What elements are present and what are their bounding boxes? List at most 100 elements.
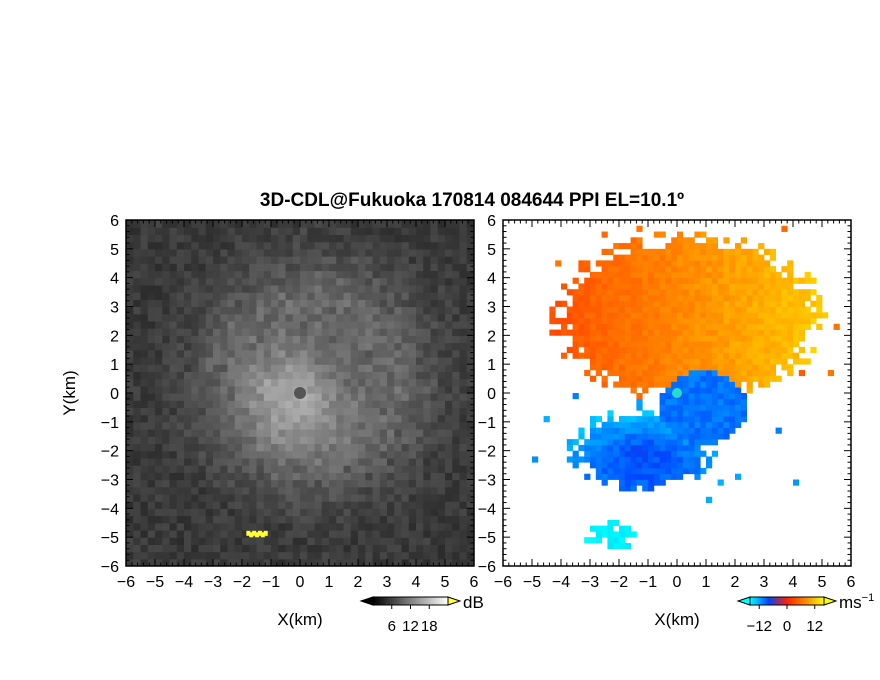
y-tick-label: 1 [487,357,496,374]
colorbar-swatch [374,597,378,605]
colorbar-swatch [433,597,436,605]
strong-target-cell [249,532,254,538]
y-tick-label: 3 [487,300,496,317]
colorbar-swatch [774,597,777,605]
colorbar-swatch [761,597,764,605]
x-tick-label: −3 [204,574,222,591]
colorbar-swatch [818,597,821,605]
colorbar-swatch [803,597,806,605]
y-tick-label: −2 [478,444,496,461]
y-tick-label: 0 [487,386,496,403]
colorbar-swatch [406,597,410,605]
y-tick-label: 3 [110,300,119,317]
colorbar-swatch [801,597,805,605]
colorbar-under-arrow [736,596,751,606]
colorbar-swatch [386,597,389,605]
colorbar-swatch [822,597,825,605]
colorbar-unit-ms: ms−1 [839,592,874,612]
reflectivity-panel: −6 −5 −4 −3 −2 −1 0 1 2 3 4 5 6 6 5 4 3 2 1 0 −1 −2 −3 −4 −5 −6 X(… [60,213,479,629]
colorbar-swatch [751,597,755,605]
colorbar-swatch [397,597,400,605]
y-tick-label: −1 [101,415,119,432]
y-tick-label: 6 [487,213,496,230]
x-tick-label: −4 [175,574,193,591]
colorbar-swatch [799,597,803,605]
x-tick-label: −6 [494,574,512,591]
colorbar-swatch [790,597,794,605]
x-tick-label: 4 [789,574,798,591]
colorbar-swatch [805,597,808,605]
x-tick-label: 6 [847,574,856,591]
colorbar-swatch [399,597,402,605]
tick-marks [502,219,852,567]
y-tick-label: −6 [478,559,496,576]
colorbar-swatch [431,597,434,605]
colorbar-swatch [416,597,419,605]
x-tick-label: 0 [296,574,305,591]
colorbar-swatch [792,597,795,605]
y-tick-label: −1 [478,415,496,432]
colorbar-swatch [768,597,771,605]
colorbar-swatch [807,597,810,605]
colorbar-swatch [755,597,758,605]
colorbar-swatch [796,597,799,605]
chart-title: 3D-CDL@Fukuoka 170814 084644 PPI EL=10.1… [260,190,684,211]
y-tick-label: −3 [478,473,496,490]
y-tick-label: −4 [101,501,119,518]
colorbar-swatch [401,597,404,605]
colorbar-tick-label: 18 [421,618,438,635]
x-axis-label: X(km) [277,610,322,629]
colorbar-swatch [388,597,391,605]
colorbar-swatch [809,597,812,605]
x-tick-label: −1 [262,574,280,591]
x-tick-label: −1 [639,574,657,591]
colorbar-unit-db: dB [463,593,484,612]
colorbar-swatch [376,597,380,605]
colorbar-swatch [787,597,790,605]
colorbar-swatch [408,597,411,605]
colorbar-swatch [772,597,775,605]
colorbar-swatch [382,597,385,605]
colorbar-swatch [783,597,786,605]
x-tick-label: 4 [412,574,421,591]
radar-site-marker [294,387,306,399]
strong-target-cell [246,530,251,536]
colorbar-swatch [378,597,381,605]
colorbar-swatch [444,597,447,605]
colorbar-swatch [759,597,762,605]
x-tick-label: −5 [146,574,164,591]
colorbar-swatch [419,597,423,605]
y-tick-label: −5 [101,530,119,547]
y-tick-label: −5 [478,530,496,547]
y-tick-label: 2 [487,328,496,345]
y-tick-label: 4 [487,271,496,288]
strong-target-cell [263,530,268,536]
x-tick-label: −2 [233,574,251,591]
x-tick-label: 2 [354,574,363,591]
colorbar-swatch [429,597,432,605]
velocity-field [532,225,840,550]
colorbar-swatch [384,597,387,605]
colorbar-swatch [764,597,768,605]
colorbar-swatch [812,597,816,605]
colorbar-swatch [393,597,396,605]
colorbar-swatch [814,597,818,605]
colorbar-swatch [770,597,773,605]
y-tick-label: −4 [478,501,496,518]
colorbar-swatch [404,597,408,605]
colorbar-swatch [816,597,819,605]
colorbar-swatch [779,597,782,605]
x-tick-label: 1 [325,574,334,591]
colorbar-tick-label: −12 [747,618,772,635]
colorbar-swatch [766,597,769,605]
x-tick-label: −3 [581,574,599,591]
velocity-colorbar: −12 0 12 ms−1 [736,592,874,635]
colorbar-swatch [391,597,395,605]
colorbar-swatch [425,597,428,605]
x-tick-label: 0 [673,574,682,591]
x-tick-label: −5 [523,574,541,591]
colorbar-swatch [781,597,784,605]
y-tick-label: −2 [101,444,119,461]
colorbar-swatch [757,597,760,605]
x-tick-label: −6 [117,574,135,591]
